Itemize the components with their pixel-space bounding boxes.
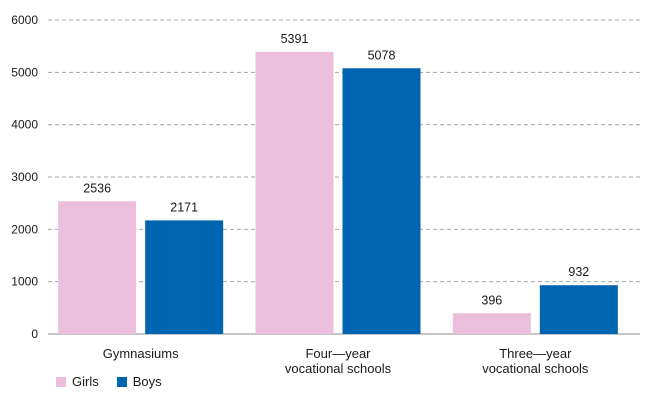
- category-label: Four—year: [305, 346, 371, 361]
- legend-swatch-boys: [116, 376, 127, 387]
- value-label: 5391: [281, 32, 309, 46]
- bar-girls: [452, 313, 531, 334]
- category-label: Three—year: [499, 346, 572, 361]
- value-label: 2536: [83, 181, 111, 195]
- value-label: 932: [568, 265, 589, 279]
- bar-girls: [58, 201, 137, 334]
- bars: [58, 51, 618, 334]
- y-tick-label: 6000: [11, 13, 38, 27]
- bar-girls: [255, 51, 334, 334]
- y-tick-label: 4000: [11, 118, 38, 132]
- value-labels: 2536 2171 5391 5078 396 932: [83, 32, 589, 307]
- legend-label-boys: Boys: [132, 374, 162, 389]
- value-label: 396: [481, 293, 502, 307]
- y-tick-label: 2000: [11, 222, 38, 236]
- bar-boys: [342, 68, 421, 334]
- y-tick-label: 3000: [11, 170, 38, 184]
- y-tick-label: 1000: [11, 275, 38, 289]
- category-label: Gymnasiums: [103, 346, 179, 361]
- legend-item-boys: Boys: [116, 374, 162, 389]
- legend-swatch-girls: [56, 376, 66, 387]
- legend-item-girls: Girls: [56, 374, 99, 389]
- bar-boys: [145, 220, 224, 334]
- y-tick-label: 0: [31, 327, 38, 341]
- y-tick-label: 5000: [11, 65, 38, 79]
- y-axis-ticks: 0 1000 2000 3000 4000 5000 6000: [11, 13, 38, 341]
- category-label: vocational schools: [482, 361, 589, 376]
- legend-label-girls: Girls: [72, 374, 99, 389]
- value-label: 2171: [170, 200, 198, 214]
- legend: Girls Boys: [56, 374, 162, 389]
- bar-boys: [539, 285, 618, 334]
- value-label: 5078: [368, 48, 396, 62]
- category-label: vocational schools: [285, 361, 392, 376]
